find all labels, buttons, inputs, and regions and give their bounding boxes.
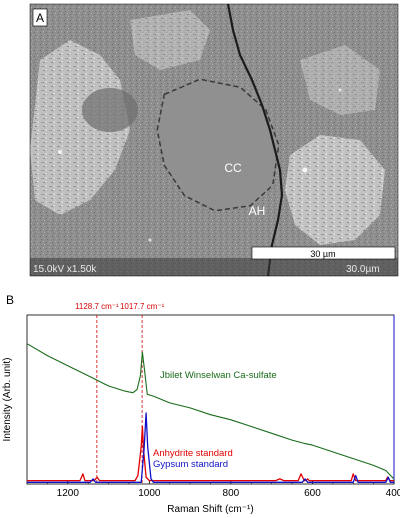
- raman-chart: 1200 1000 800 600 400 Raman Shift (cm⁻¹) Inten…: [2, 302, 400, 515]
- panel-a-letter: A: [36, 11, 44, 25]
- panel-b-letter: B: [6, 293, 14, 307]
- series-line-2: [27, 412, 394, 483]
- series-line-0: [26, 343, 395, 480]
- series-label: Jbilet Winselwan Ca-sulfate: [160, 370, 277, 381]
- x-tick-label: 1000: [138, 488, 161, 499]
- series-label: Gypsum standard: [153, 459, 228, 470]
- peak-marker-label: 1017.7 cm⁻¹: [120, 302, 165, 311]
- label-cc: CC: [224, 161, 242, 175]
- dark-region: [82, 88, 138, 132]
- bright-phase-top: [130, 10, 210, 70]
- peak-marker-label: 1128.7 cm⁻¹: [75, 302, 119, 311]
- series-label: Anhydrite standard: [153, 448, 233, 459]
- series-line-1: [27, 425, 394, 482]
- sem-frame: [29, 3, 399, 277]
- crack: [226, 4, 284, 276]
- sem-info-right: 30.0µm: [346, 264, 380, 275]
- scale-bar-label: 30 µm: [310, 249, 335, 259]
- scale-bar: [251, 246, 396, 260]
- bright-phase-upper-right: [300, 45, 380, 115]
- bright-phase-right: [285, 135, 385, 245]
- x-axis-label: Raman Shift (cm⁻¹): [167, 504, 253, 515]
- sem-image: [30, 4, 398, 276]
- x-tick-label: 400: [386, 488, 400, 499]
- bright-phase-left: [30, 40, 130, 215]
- sem-info-left: 15.0kV x1.50k: [33, 264, 97, 275]
- label-ah: AH: [249, 204, 266, 218]
- x-tick-label: 800: [223, 488, 240, 499]
- x-tick-label: 1200: [57, 488, 80, 499]
- y-axis-label: Intensity (Arb. unit): [2, 358, 13, 442]
- panel-a-letter-box: [32, 8, 48, 27]
- x-tick-label: 600: [304, 488, 321, 499]
